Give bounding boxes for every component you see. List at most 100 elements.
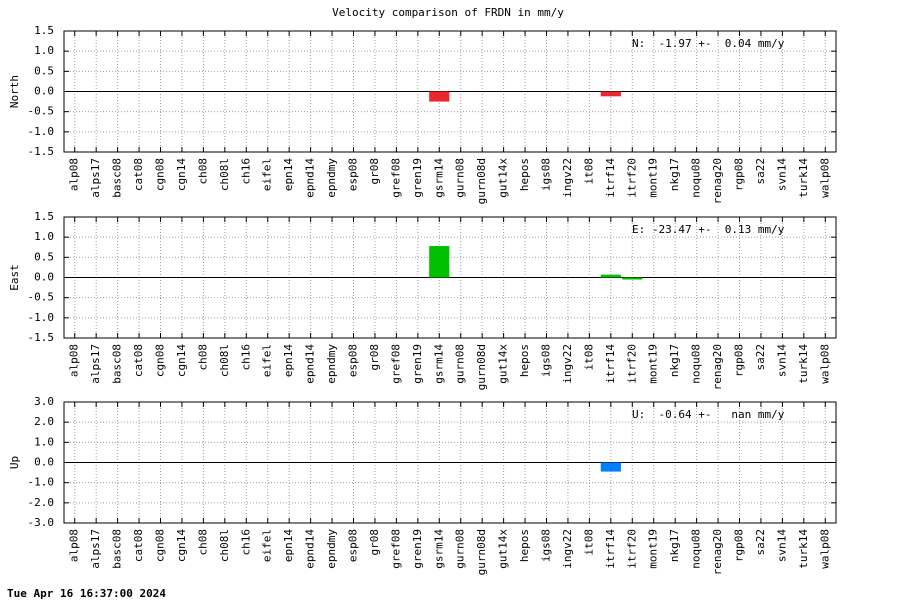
plot-frame (63, 401, 837, 524)
x-tick-label: gr08 (368, 344, 381, 371)
x-tick-label: gr08 (368, 158, 381, 185)
y-tick-label: -3.0 (28, 516, 55, 529)
y-tick-label: 1.5 (34, 210, 54, 223)
x-tick-label: gren19 (411, 158, 424, 198)
x-tick-label: ch08 (196, 158, 209, 185)
x-tick-label: nkg17 (668, 344, 681, 377)
x-tick-label: igs08 (540, 158, 553, 191)
x-tick-label: itrf14 (604, 344, 617, 384)
x-tick-label: ch08 (196, 344, 209, 371)
x-tick-label: alps17 (89, 158, 102, 198)
annotation: N: -1.97 +- 0.04 mm/y (632, 37, 785, 50)
x-tick-label: ch08 (196, 529, 209, 556)
bar (622, 277, 643, 280)
x-tick-label: it08 (582, 344, 595, 371)
x-tick-label: gurn08d (475, 344, 488, 390)
y-tick-label: 0.0 (34, 456, 54, 469)
x-tick-label: epndmy (325, 344, 338, 384)
x-tick-label: gut14x (497, 344, 510, 384)
x-tick-label: cgn08 (154, 158, 167, 191)
annotation: U: -0.64 +- nan mm/y (632, 408, 785, 421)
x-tick-label: basc08 (111, 158, 124, 198)
x-tick-label: eifel (261, 529, 274, 562)
x-tick-label: ch16 (239, 158, 252, 185)
y-tick-label: 1.0 (34, 230, 54, 243)
x-tick-label: nkg17 (668, 529, 681, 562)
y-tick-label: -0.5 (28, 105, 55, 118)
x-tick-label: hepos (518, 529, 531, 562)
x-tick-label: noqu08 (690, 344, 703, 384)
x-tick-label: gref08 (389, 529, 402, 569)
x-tick-label: turk14 (797, 529, 810, 569)
x-tick-label: gut14x (497, 529, 510, 569)
x-tick-label: alps17 (89, 529, 102, 569)
x-tick-label: itrf14 (604, 529, 617, 569)
x-tick-label: cgn08 (154, 529, 167, 562)
x-tick-label: it08 (582, 158, 595, 185)
x-tick-label: svn14 (775, 158, 788, 191)
y-tick-label: 0.0 (34, 271, 54, 284)
x-tick-label: walp08 (818, 344, 831, 384)
x-tick-label: gsrm14 (432, 529, 445, 569)
x-tick-label: cat08 (132, 529, 145, 562)
x-tick-label: ch16 (239, 529, 252, 556)
x-tick-label: alp08 (68, 529, 81, 562)
x-tick-label: esp08 (347, 158, 360, 191)
x-tick-label: gsrm14 (432, 344, 445, 384)
x-tick-label: epndmy (325, 158, 338, 198)
x-tick-label: renag20 (711, 344, 724, 390)
x-tick-label: cgn14 (175, 158, 188, 191)
x-tick-label: hepos (518, 158, 531, 191)
y-tick-label: 2.0 (34, 415, 54, 428)
y-tick-label: 0.5 (34, 64, 54, 77)
plot-frame (63, 216, 837, 339)
x-tick-label: alps17 (89, 344, 102, 384)
y-axis-label: North (8, 75, 21, 108)
x-tick-label: mont19 (647, 529, 660, 569)
y-tick-label: 0.5 (34, 250, 54, 263)
x-tick-label: ch08l (218, 158, 231, 191)
x-tick-label: ingv22 (561, 529, 574, 569)
x-tick-label: igs08 (540, 344, 553, 377)
x-tick-label: rgp08 (733, 344, 746, 377)
x-tick-label: epn14 (282, 158, 295, 191)
x-tick-label: alp08 (68, 344, 81, 377)
y-tick-label: -2.0 (28, 496, 55, 509)
x-tick-label: sa22 (754, 529, 767, 556)
x-tick-label: gurn08d (475, 158, 488, 204)
y-tick-label: 1.0 (34, 435, 54, 448)
x-tick-label: itrf20 (625, 344, 638, 384)
x-tick-label: epnd14 (304, 344, 317, 384)
x-tick-label: rgp08 (733, 529, 746, 562)
x-tick-label: cgn14 (175, 344, 188, 377)
chart-title: Velocity comparison of FRDN in mm/y (332, 6, 564, 19)
x-tick-label: ch08l (218, 344, 231, 377)
x-tick-label: itrf20 (625, 529, 638, 569)
x-tick-label: it08 (582, 529, 595, 556)
x-tick-label: gren19 (411, 344, 424, 384)
x-tick-label: noqu08 (690, 529, 703, 569)
x-tick-label: gurn08d (475, 529, 488, 575)
x-tick-label: gren19 (411, 529, 424, 569)
y-axis-label: Up (8, 456, 21, 469)
y-tick-label: -1.0 (28, 125, 55, 138)
x-tick-label: basc08 (111, 344, 124, 384)
x-tick-label: walp08 (818, 158, 831, 198)
x-tick-label: esp08 (347, 344, 360, 377)
x-tick-label: epndmy (325, 529, 338, 569)
x-tick-label: mont19 (647, 158, 660, 198)
x-tick-label: ch08l (218, 529, 231, 562)
x-tick-label: alp08 (68, 158, 81, 191)
x-tick-label: igs08 (540, 529, 553, 562)
y-tick-label: 0.0 (34, 85, 54, 98)
x-tick-label: gurn08 (454, 158, 467, 198)
plot-frame (63, 30, 837, 153)
x-tick-label: epnd14 (304, 529, 317, 569)
bar (600, 91, 621, 97)
y-tick-label: -0.5 (28, 291, 55, 304)
y-tick-label: -1.5 (28, 331, 55, 344)
x-tick-label: walp08 (818, 529, 831, 569)
x-tick-label: ingv22 (561, 158, 574, 198)
y-axis-label: East (8, 264, 21, 291)
x-tick-label: epn14 (282, 529, 295, 562)
